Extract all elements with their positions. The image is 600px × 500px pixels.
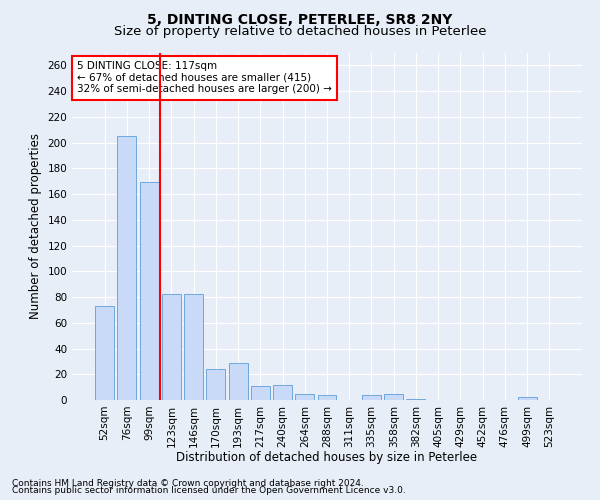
Bar bbox=[140, 182, 158, 400]
Text: Size of property relative to detached houses in Peterlee: Size of property relative to detached ho… bbox=[114, 25, 486, 38]
Bar bbox=[95, 306, 114, 400]
Text: 5, DINTING CLOSE, PETERLEE, SR8 2NY: 5, DINTING CLOSE, PETERLEE, SR8 2NY bbox=[148, 12, 452, 26]
Bar bbox=[229, 362, 248, 400]
Bar bbox=[518, 398, 536, 400]
Bar bbox=[384, 394, 403, 400]
Y-axis label: Number of detached properties: Number of detached properties bbox=[29, 133, 42, 320]
Bar bbox=[362, 395, 381, 400]
Bar bbox=[206, 369, 225, 400]
Bar bbox=[406, 398, 425, 400]
Bar bbox=[184, 294, 203, 400]
Bar bbox=[251, 386, 270, 400]
X-axis label: Distribution of detached houses by size in Peterlee: Distribution of detached houses by size … bbox=[176, 451, 478, 464]
Text: Contains public sector information licensed under the Open Government Licence v3: Contains public sector information licen… bbox=[12, 486, 406, 495]
Bar bbox=[273, 384, 292, 400]
Bar bbox=[118, 136, 136, 400]
Bar bbox=[295, 394, 314, 400]
Text: Contains HM Land Registry data © Crown copyright and database right 2024.: Contains HM Land Registry data © Crown c… bbox=[12, 478, 364, 488]
Bar bbox=[162, 294, 181, 400]
Bar bbox=[317, 395, 337, 400]
Text: 5 DINTING CLOSE: 117sqm
← 67% of detached houses are smaller (415)
32% of semi-d: 5 DINTING CLOSE: 117sqm ← 67% of detache… bbox=[77, 61, 332, 94]
